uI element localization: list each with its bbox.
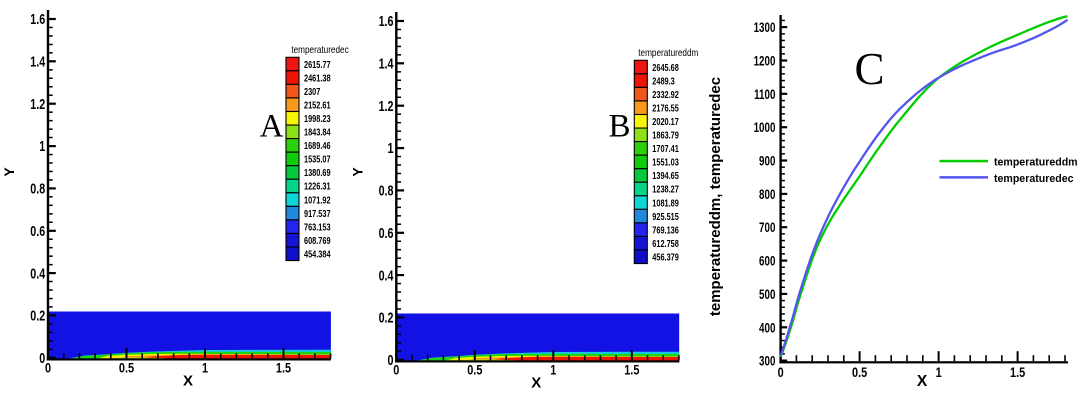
svg-text:454.384: 454.384 [304, 248, 331, 260]
svg-text:2152.61: 2152.61 [304, 99, 331, 111]
svg-text:Y: Y [349, 167, 365, 177]
svg-text:1394.65: 1394.65 [652, 170, 679, 182]
svg-text:X: X [917, 373, 928, 390]
svg-text:C: C [854, 44, 884, 94]
svg-text:Y: Y [1, 167, 17, 177]
svg-text:1100: 1100 [754, 86, 775, 102]
svg-text:0: 0 [39, 349, 45, 366]
svg-text:1707.41: 1707.41 [652, 143, 679, 155]
svg-text:1.6: 1.6 [379, 13, 394, 30]
svg-text:608.769: 608.769 [304, 235, 331, 247]
svg-text:1081.89: 1081.89 [652, 197, 679, 209]
svg-text:1380.69: 1380.69 [304, 167, 331, 179]
svg-text:2645.68: 2645.68 [652, 62, 679, 74]
svg-text:300: 300 [759, 353, 776, 369]
svg-text:0: 0 [393, 362, 399, 378]
svg-text:917.537: 917.537 [304, 208, 331, 220]
svg-text:1226.31: 1226.31 [304, 180, 331, 192]
svg-text:456.379: 456.379 [652, 251, 679, 263]
svg-text:0.5: 0.5 [467, 362, 482, 378]
svg-text:A: A [260, 109, 284, 145]
svg-text:temperaturedec: temperaturedec [994, 173, 1074, 185]
svg-text:1.2: 1.2 [30, 95, 45, 112]
svg-text:1.5: 1.5 [276, 360, 291, 376]
svg-text:763.153: 763.153 [304, 221, 331, 233]
svg-text:1.2: 1.2 [379, 97, 394, 114]
svg-text:temperatureddm: temperatureddm [638, 47, 698, 58]
svg-text:2176.55: 2176.55 [652, 102, 679, 114]
svg-text:0.4: 0.4 [379, 267, 395, 284]
svg-text:temperaturedec: temperaturedec [291, 44, 349, 55]
svg-text:1071.92: 1071.92 [304, 194, 331, 206]
svg-text:0.5: 0.5 [119, 360, 134, 376]
svg-text:0.5: 0.5 [852, 365, 867, 381]
svg-text:2332.92: 2332.92 [652, 89, 679, 101]
svg-text:0.6: 0.6 [30, 222, 45, 239]
svg-text:temperatureddm: temperatureddm [994, 157, 1078, 169]
svg-text:2489.3: 2489.3 [652, 75, 674, 87]
svg-text:1551.03: 1551.03 [652, 156, 679, 168]
svg-text:1863.79: 1863.79 [652, 129, 679, 141]
svg-text:0.2: 0.2 [30, 307, 45, 324]
svg-text:X: X [531, 375, 541, 392]
svg-text:700: 700 [759, 219, 776, 235]
svg-text:1.4: 1.4 [30, 53, 46, 70]
svg-text:600: 600 [759, 253, 776, 269]
svg-text:1535.07: 1535.07 [304, 153, 331, 165]
svg-text:1200: 1200 [754, 53, 776, 69]
svg-text:900: 900 [759, 153, 776, 169]
svg-text:1998.23: 1998.23 [304, 113, 331, 125]
svg-text:0: 0 [45, 360, 51, 376]
svg-text:temperatureddm, temperaturedec: temperatureddm, temperaturedec [707, 77, 724, 316]
svg-text:2461.38: 2461.38 [304, 72, 331, 84]
svg-text:0: 0 [388, 351, 394, 368]
svg-text:1.5: 1.5 [1010, 365, 1025, 381]
svg-text:2615.77: 2615.77 [304, 59, 331, 71]
svg-text:612.758: 612.758 [652, 238, 679, 250]
svg-text:400: 400 [759, 320, 776, 336]
svg-text:0: 0 [778, 365, 784, 381]
svg-text:0.4: 0.4 [30, 265, 46, 282]
svg-text:B: B [608, 109, 630, 145]
svg-text:500: 500 [759, 286, 776, 302]
svg-text:1238.27: 1238.27 [652, 183, 679, 195]
svg-text:1: 1 [936, 365, 942, 381]
svg-text:0.8: 0.8 [30, 180, 45, 197]
svg-text:X: X [183, 373, 193, 390]
svg-text:1843.84: 1843.84 [304, 126, 331, 138]
svg-text:1000: 1000 [754, 119, 776, 135]
svg-text:1300: 1300 [754, 19, 776, 35]
svg-text:769.136: 769.136 [652, 224, 679, 236]
svg-text:2307: 2307 [304, 86, 320, 98]
svg-text:1: 1 [388, 140, 394, 157]
svg-text:0.8: 0.8 [379, 182, 394, 199]
svg-text:800: 800 [759, 186, 776, 202]
svg-text:2020.17: 2020.17 [652, 116, 679, 128]
svg-text:1.6: 1.6 [30, 11, 45, 28]
svg-text:925.515: 925.515 [652, 211, 679, 223]
svg-text:1: 1 [39, 138, 45, 155]
svg-text:0.2: 0.2 [379, 309, 394, 326]
svg-text:0.6: 0.6 [379, 224, 394, 241]
svg-text:1: 1 [550, 362, 556, 378]
svg-text:1.5: 1.5 [624, 362, 639, 378]
svg-text:1.4: 1.4 [379, 55, 395, 72]
svg-text:1: 1 [202, 360, 208, 376]
svg-text:1689.46: 1689.46 [304, 140, 331, 152]
